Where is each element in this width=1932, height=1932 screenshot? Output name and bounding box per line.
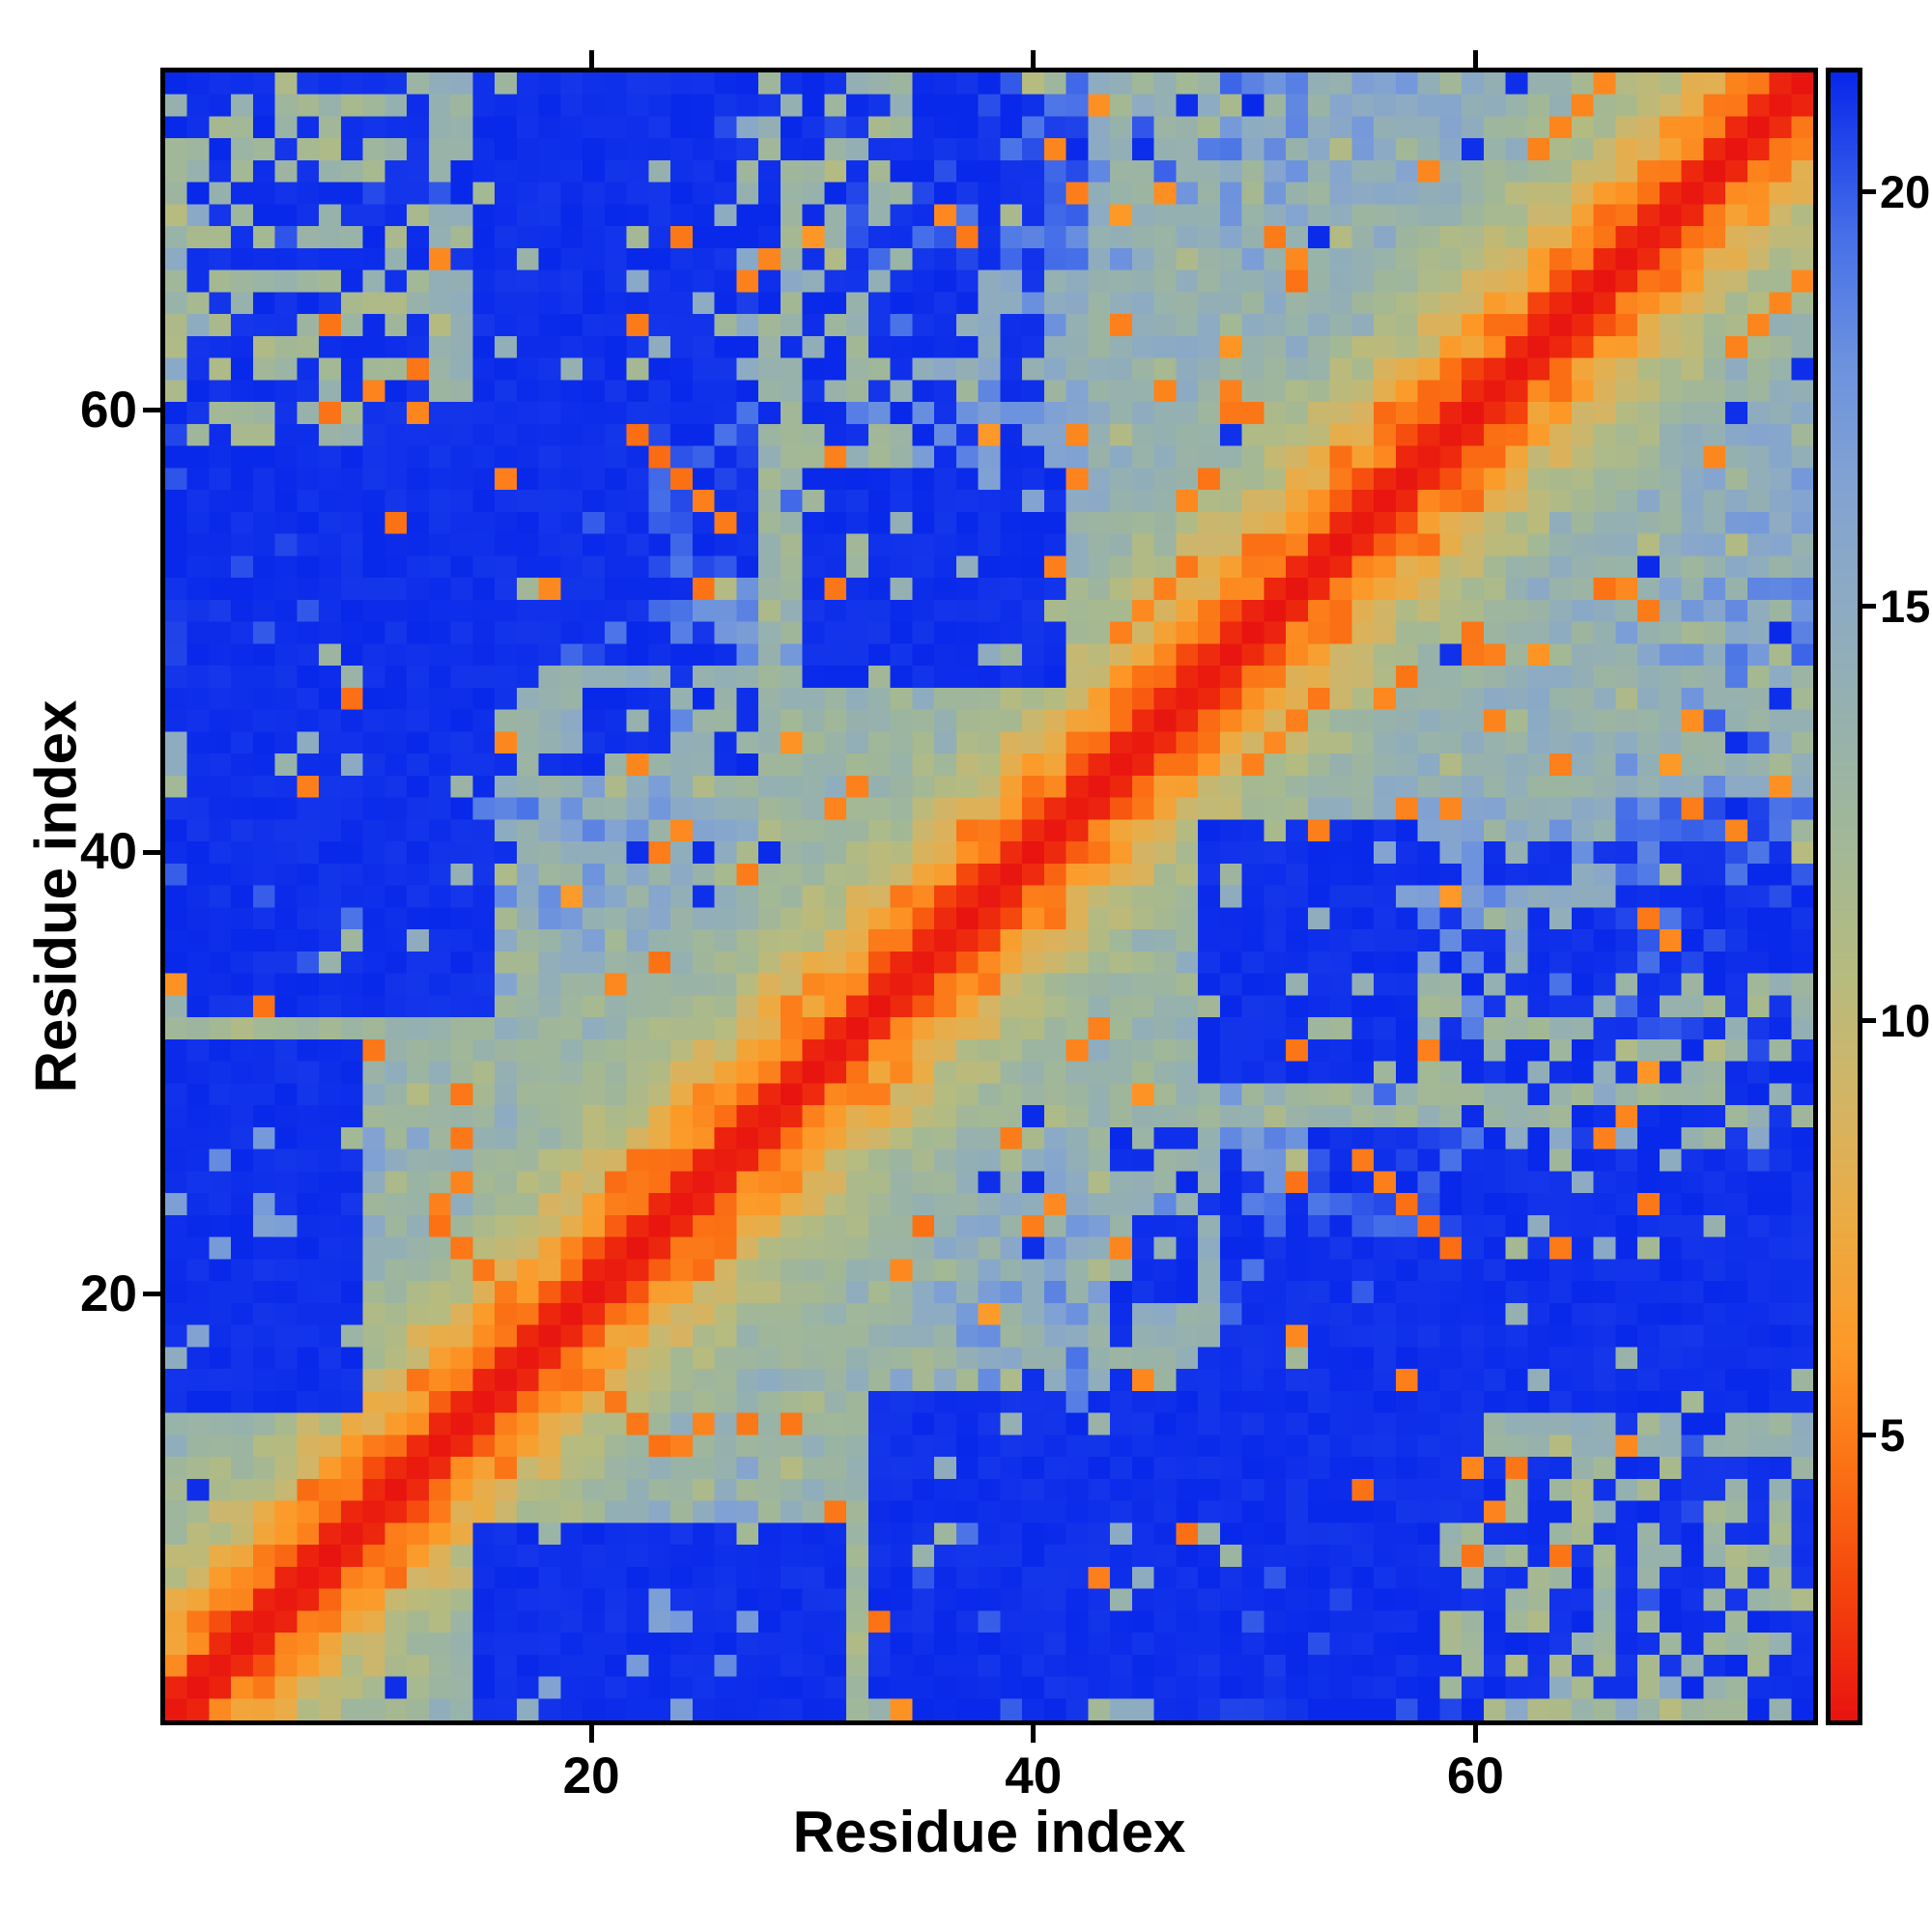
heatmap-canvas xyxy=(165,72,1813,1720)
colorbar-gradient xyxy=(1831,72,1858,1720)
colorbar-tick-label: 20 xyxy=(1880,165,1931,217)
y-tick-label: 20 xyxy=(80,1264,137,1322)
y-tick-label: 60 xyxy=(80,381,137,439)
x-axis-top-tick xyxy=(1031,50,1037,68)
colorbar-tick-label: 10 xyxy=(1880,994,1931,1046)
colorbar-tick-label: 15 xyxy=(1880,580,1931,632)
x-axis-tick xyxy=(588,1725,594,1743)
colorbar-tick-label: 5 xyxy=(1880,1408,1906,1461)
x-axis-label: Residue index xyxy=(792,1800,1186,1864)
x-tick-label: 60 xyxy=(1446,1747,1504,1804)
x-axis-top-tick xyxy=(588,50,594,68)
colorbar-tick xyxy=(1862,1018,1876,1024)
y-axis-tick xyxy=(143,1292,160,1297)
x-tick-label: 20 xyxy=(562,1747,620,1804)
y-axis-tick xyxy=(143,408,160,413)
y-tick-label: 40 xyxy=(80,823,137,881)
x-axis-tick xyxy=(1472,1725,1478,1743)
colorbar-tick xyxy=(1862,604,1876,610)
heatmap-plot xyxy=(160,68,1818,1725)
y-axis-label: Residue index xyxy=(23,699,89,1094)
x-axis-top-tick xyxy=(1472,50,1478,68)
x-axis-tick xyxy=(1031,1725,1037,1743)
x-tick-label: 40 xyxy=(1005,1747,1063,1804)
colorbar xyxy=(1826,68,1862,1725)
y-axis-tick xyxy=(143,849,160,855)
colorbar-tick xyxy=(1862,189,1876,195)
colorbar-tick xyxy=(1862,1433,1876,1438)
